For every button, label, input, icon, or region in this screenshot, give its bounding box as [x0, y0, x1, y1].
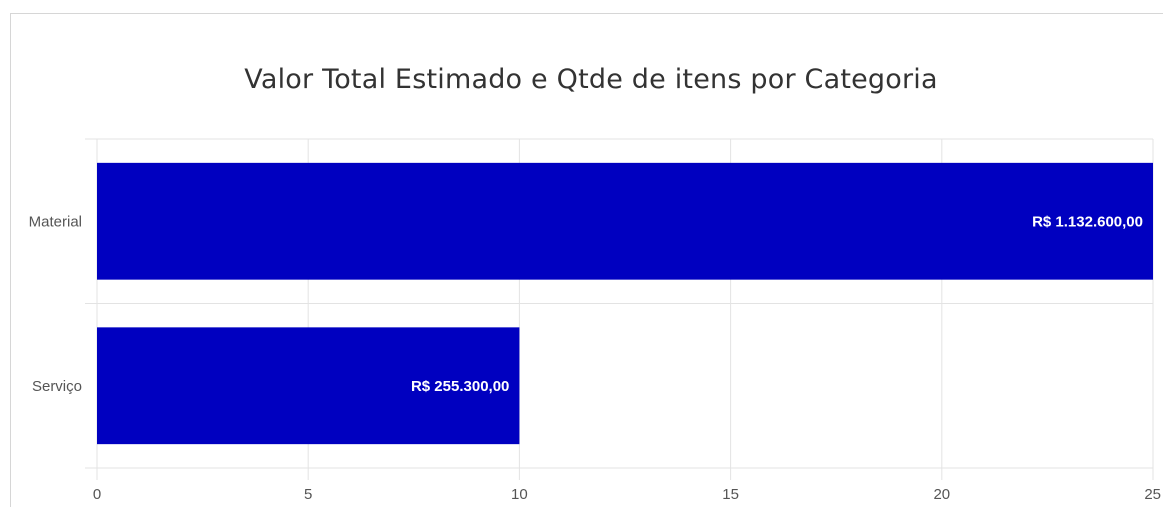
x-tick-label-2: 10	[511, 486, 528, 503]
chart-plot: Material R$ 1.132.600,00 Serviço R$ 255.300…	[29, 138, 1161, 503]
category-label-1: Serviço	[32, 378, 82, 395]
data-label-0: R$ 1.132.600,00	[1032, 213, 1143, 230]
bar-1	[97, 327, 520, 445]
chart-card: Valor Total Estimado e Qtde de itens por…	[10, 13, 1163, 507]
x-tick-label-4: 20	[933, 486, 950, 503]
x-tick-label-0: 0	[93, 486, 101, 503]
category-label-0: Material	[29, 213, 82, 230]
chart-title: Valor Total Estimado e Qtde de itens por…	[244, 64, 938, 95]
x-tick-label-5: 25	[1144, 486, 1161, 503]
x-tick-label-3: 15	[722, 486, 739, 503]
data-label-1: R$ 255.300,00	[411, 378, 509, 395]
bar-0	[97, 162, 1153, 280]
x-tick-label-1: 5	[304, 486, 312, 503]
